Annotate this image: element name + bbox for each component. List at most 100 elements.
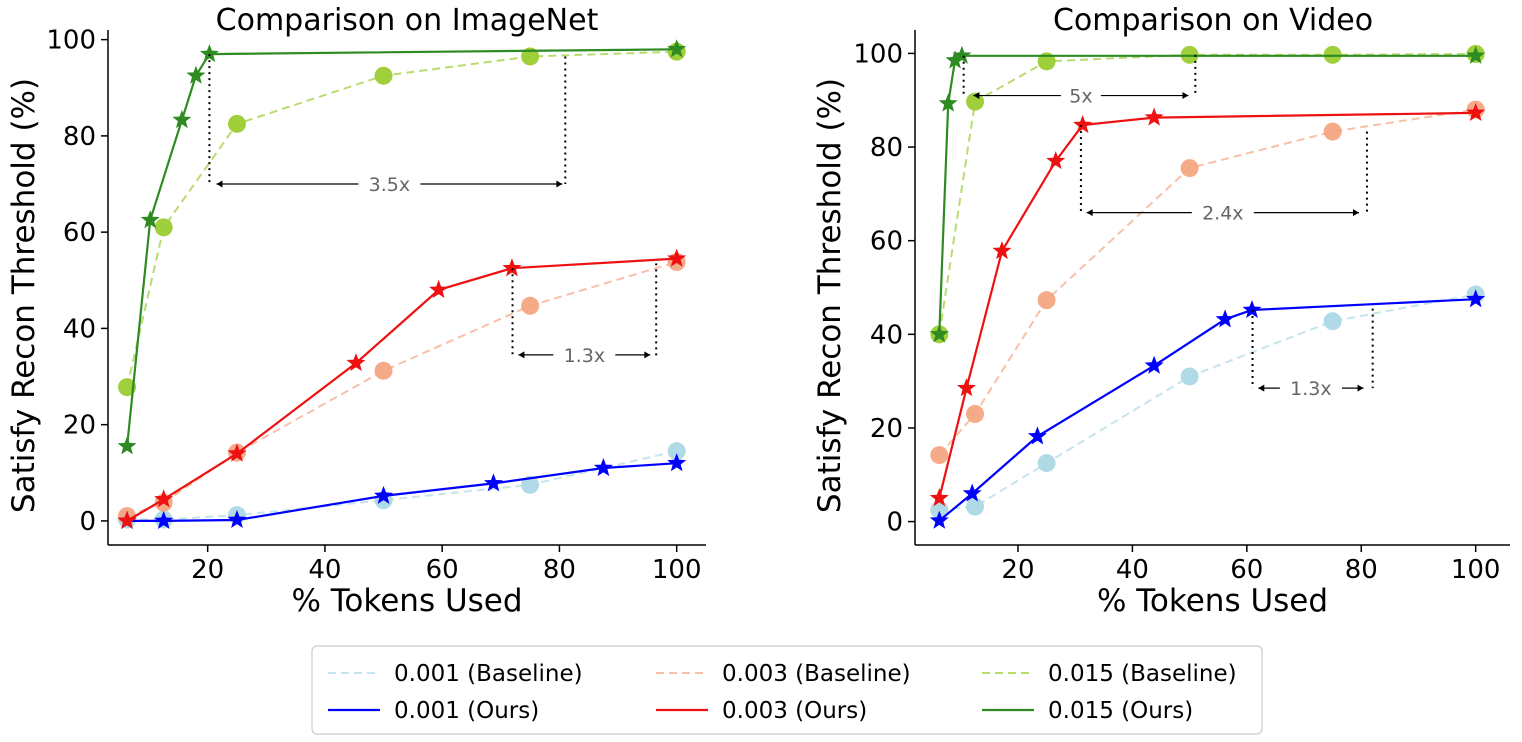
data-point	[962, 483, 982, 502]
annotation-arrowhead	[556, 180, 563, 188]
x-tick-label: 60	[1230, 555, 1263, 585]
data-point	[930, 500, 949, 519]
speedup-annotation: 1.3x	[511, 263, 658, 367]
annotation-arrowhead	[644, 351, 651, 359]
series-line	[126, 50, 677, 388]
video-chart: Comparison on Video 20 40 60 80 100 0 20 40 60 80 1…	[812, 3, 1510, 619]
data-point	[667, 248, 687, 267]
x-axis-label: % Tokens Used	[291, 583, 522, 619]
annotation-arrowhead	[1352, 209, 1359, 217]
x-tick-label: 20	[1001, 555, 1034, 585]
chart-title: Comparison on ImageNet	[216, 3, 599, 38]
legend-label: 0.003 (Baseline)	[722, 661, 911, 687]
data-point	[966, 497, 985, 516]
series-line	[938, 108, 1476, 456]
y-axis-label: Satisfy Recon Threshold (%)	[6, 78, 42, 513]
annotation-arrowhead	[1258, 384, 1265, 392]
x-tick-label: 80	[1345, 555, 1378, 585]
data-point	[667, 442, 686, 461]
data-point	[154, 218, 173, 237]
data-point	[992, 240, 1012, 260]
series-0-001-baseline	[118, 442, 686, 529]
series-line	[126, 257, 677, 522]
series-line	[938, 52, 1476, 335]
y-tick-label: 20	[870, 414, 903, 444]
data-point	[346, 353, 366, 372]
data-point	[1144, 107, 1164, 126]
legend-item: 0.003 (Ours)	[656, 698, 867, 724]
data-point	[966, 404, 985, 423]
annotation-label: 2.4x	[1202, 203, 1243, 225]
data-point	[172, 110, 192, 129]
data-point	[1180, 367, 1199, 386]
data-point	[1073, 115, 1093, 134]
legend-label: 0.015 (Ours)	[1048, 698, 1193, 724]
series-line	[938, 298, 1476, 522]
data-point	[154, 510, 174, 530]
y-tick-label: 60	[870, 227, 903, 257]
data-point	[117, 436, 137, 455]
series-0-001-ours	[929, 289, 1486, 529]
legend-label: 0.015 (Baseline)	[1048, 661, 1237, 687]
data-point	[521, 296, 540, 315]
series-0-003-ours	[117, 248, 687, 530]
data-point	[966, 92, 985, 111]
data-point	[521, 475, 540, 494]
data-point	[667, 39, 687, 58]
legend-item: 0.015 (Ours)	[982, 698, 1193, 724]
data-point	[956, 378, 976, 397]
data-point	[929, 510, 949, 529]
annotation-label: 3.5x	[369, 174, 410, 196]
y-tick-label: 60	[63, 218, 96, 248]
y-tick-label: 40	[870, 320, 903, 350]
data-point	[1037, 291, 1056, 310]
data-point	[1466, 45, 1486, 64]
annotation-arrowhead	[973, 92, 980, 100]
data-point	[374, 485, 394, 504]
data-point	[1242, 299, 1262, 319]
y-tick-label: 0	[886, 508, 903, 538]
data-point	[1323, 312, 1342, 331]
annotation-label: 5x	[1069, 86, 1092, 108]
series-line	[939, 293, 1476, 511]
data-point	[186, 65, 206, 84]
y-tick-label: 100	[46, 26, 96, 56]
speedup-annotation: 3.5x	[208, 54, 567, 196]
legend-label: 0.001 (Baseline)	[394, 661, 583, 687]
legend-label: 0.001 (Ours)	[394, 698, 539, 724]
series-0-015-baseline	[930, 44, 1485, 344]
x-tick-label: 60	[426, 555, 459, 585]
x-tick-label: 80	[543, 555, 576, 585]
data-point	[502, 258, 522, 277]
annotation-arrowhead	[518, 351, 525, 359]
y-tick-label: 0	[79, 507, 96, 537]
y-tick-label: 20	[63, 411, 96, 441]
chart-title: Comparison on Video	[1053, 3, 1373, 38]
x-tick-label: 40	[1116, 555, 1149, 585]
series-0-003-baseline	[118, 252, 686, 526]
data-point	[374, 361, 393, 380]
speedup-annotation: 1.3x	[1251, 308, 1374, 400]
data-point	[1215, 309, 1235, 328]
data-point	[521, 47, 540, 66]
series-0-001-baseline	[930, 285, 1485, 519]
legend-item: 0.001 (Ours)	[328, 698, 539, 724]
annotation-label: 1.3x	[564, 345, 605, 367]
data-point	[227, 509, 247, 529]
data-point	[118, 378, 137, 397]
annotation-label: 1.3x	[1290, 378, 1331, 400]
data-point	[929, 324, 949, 343]
data-point	[140, 210, 160, 229]
data-point	[1037, 454, 1056, 473]
series-line	[938, 54, 1476, 335]
legend-item: 0.003 (Baseline)	[656, 661, 911, 687]
legend-item: 0.015 (Baseline)	[982, 661, 1237, 687]
data-point	[1466, 102, 1486, 121]
series-line	[126, 48, 677, 447]
series-line	[127, 450, 677, 521]
legend-item: 0.001 (Baseline)	[328, 661, 583, 687]
series-line	[938, 111, 1476, 499]
data-point	[945, 50, 965, 69]
series-0-015-ours	[117, 39, 687, 455]
